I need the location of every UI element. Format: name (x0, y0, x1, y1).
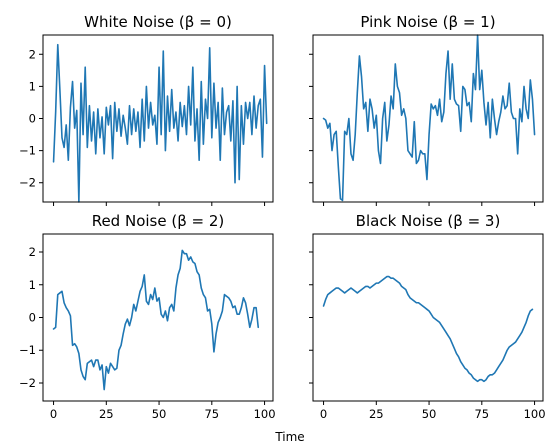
y-tick-label: −2 (19, 176, 36, 190)
y-tick-label: 1 (29, 79, 36, 93)
plot-frame (312, 34, 544, 203)
x-tick-label: 75 (204, 407, 219, 421)
y-tick-label: −1 (19, 343, 36, 357)
subplot-title: White Noise (β = 0) (84, 13, 232, 31)
subplot-3: Red Noise (β = 2) 0 25 50 75 100 −2 −1 0 1 2 (19, 212, 275, 421)
subplot-title: Pink Noise (β = 1) (360, 13, 495, 31)
x-tick-label: 50 (152, 407, 167, 421)
subplot-title: Black Noise (β = 3) (356, 212, 501, 230)
subplot-2: Pink Noise (β = 1) (309, 13, 544, 206)
y-tick-label: −1 (19, 144, 36, 158)
x-tick-label: 100 (524, 407, 546, 421)
y-tick-label: 1 (29, 278, 36, 292)
x-tick-label: 50 (422, 407, 437, 421)
subplot-1: White Noise (β = 0) −2 −1 0 1 2 (19, 13, 274, 206)
x-tick-label: 25 (369, 407, 384, 421)
x-tick-label: 0 (320, 407, 327, 421)
x-tick-label: 100 (254, 407, 276, 421)
x-tick-label: 25 (99, 407, 114, 421)
x-axis-label: Time (274, 430, 304, 444)
series-line-3 (52, 249, 260, 391)
x-tick-label: 0 (50, 407, 57, 421)
y-tick-label: −2 (19, 376, 36, 390)
y-tick-label: 0 (29, 311, 36, 325)
series-line-2 (322, 34, 536, 202)
y-tick-label: 0 (29, 112, 36, 126)
series-line-1 (52, 43, 268, 203)
y-tick-label: 2 (29, 245, 36, 259)
subplot-title: Red Noise (β = 2) (92, 212, 225, 230)
subplot-4: Black Noise (β = 3) 0 25 50 75 100 (309, 212, 546, 421)
x-tick-label: 75 (474, 407, 489, 421)
plot-frame (312, 233, 544, 402)
plot-frame (42, 233, 274, 402)
series-line-4 (322, 275, 534, 383)
y-tick-label: 2 (29, 47, 36, 61)
